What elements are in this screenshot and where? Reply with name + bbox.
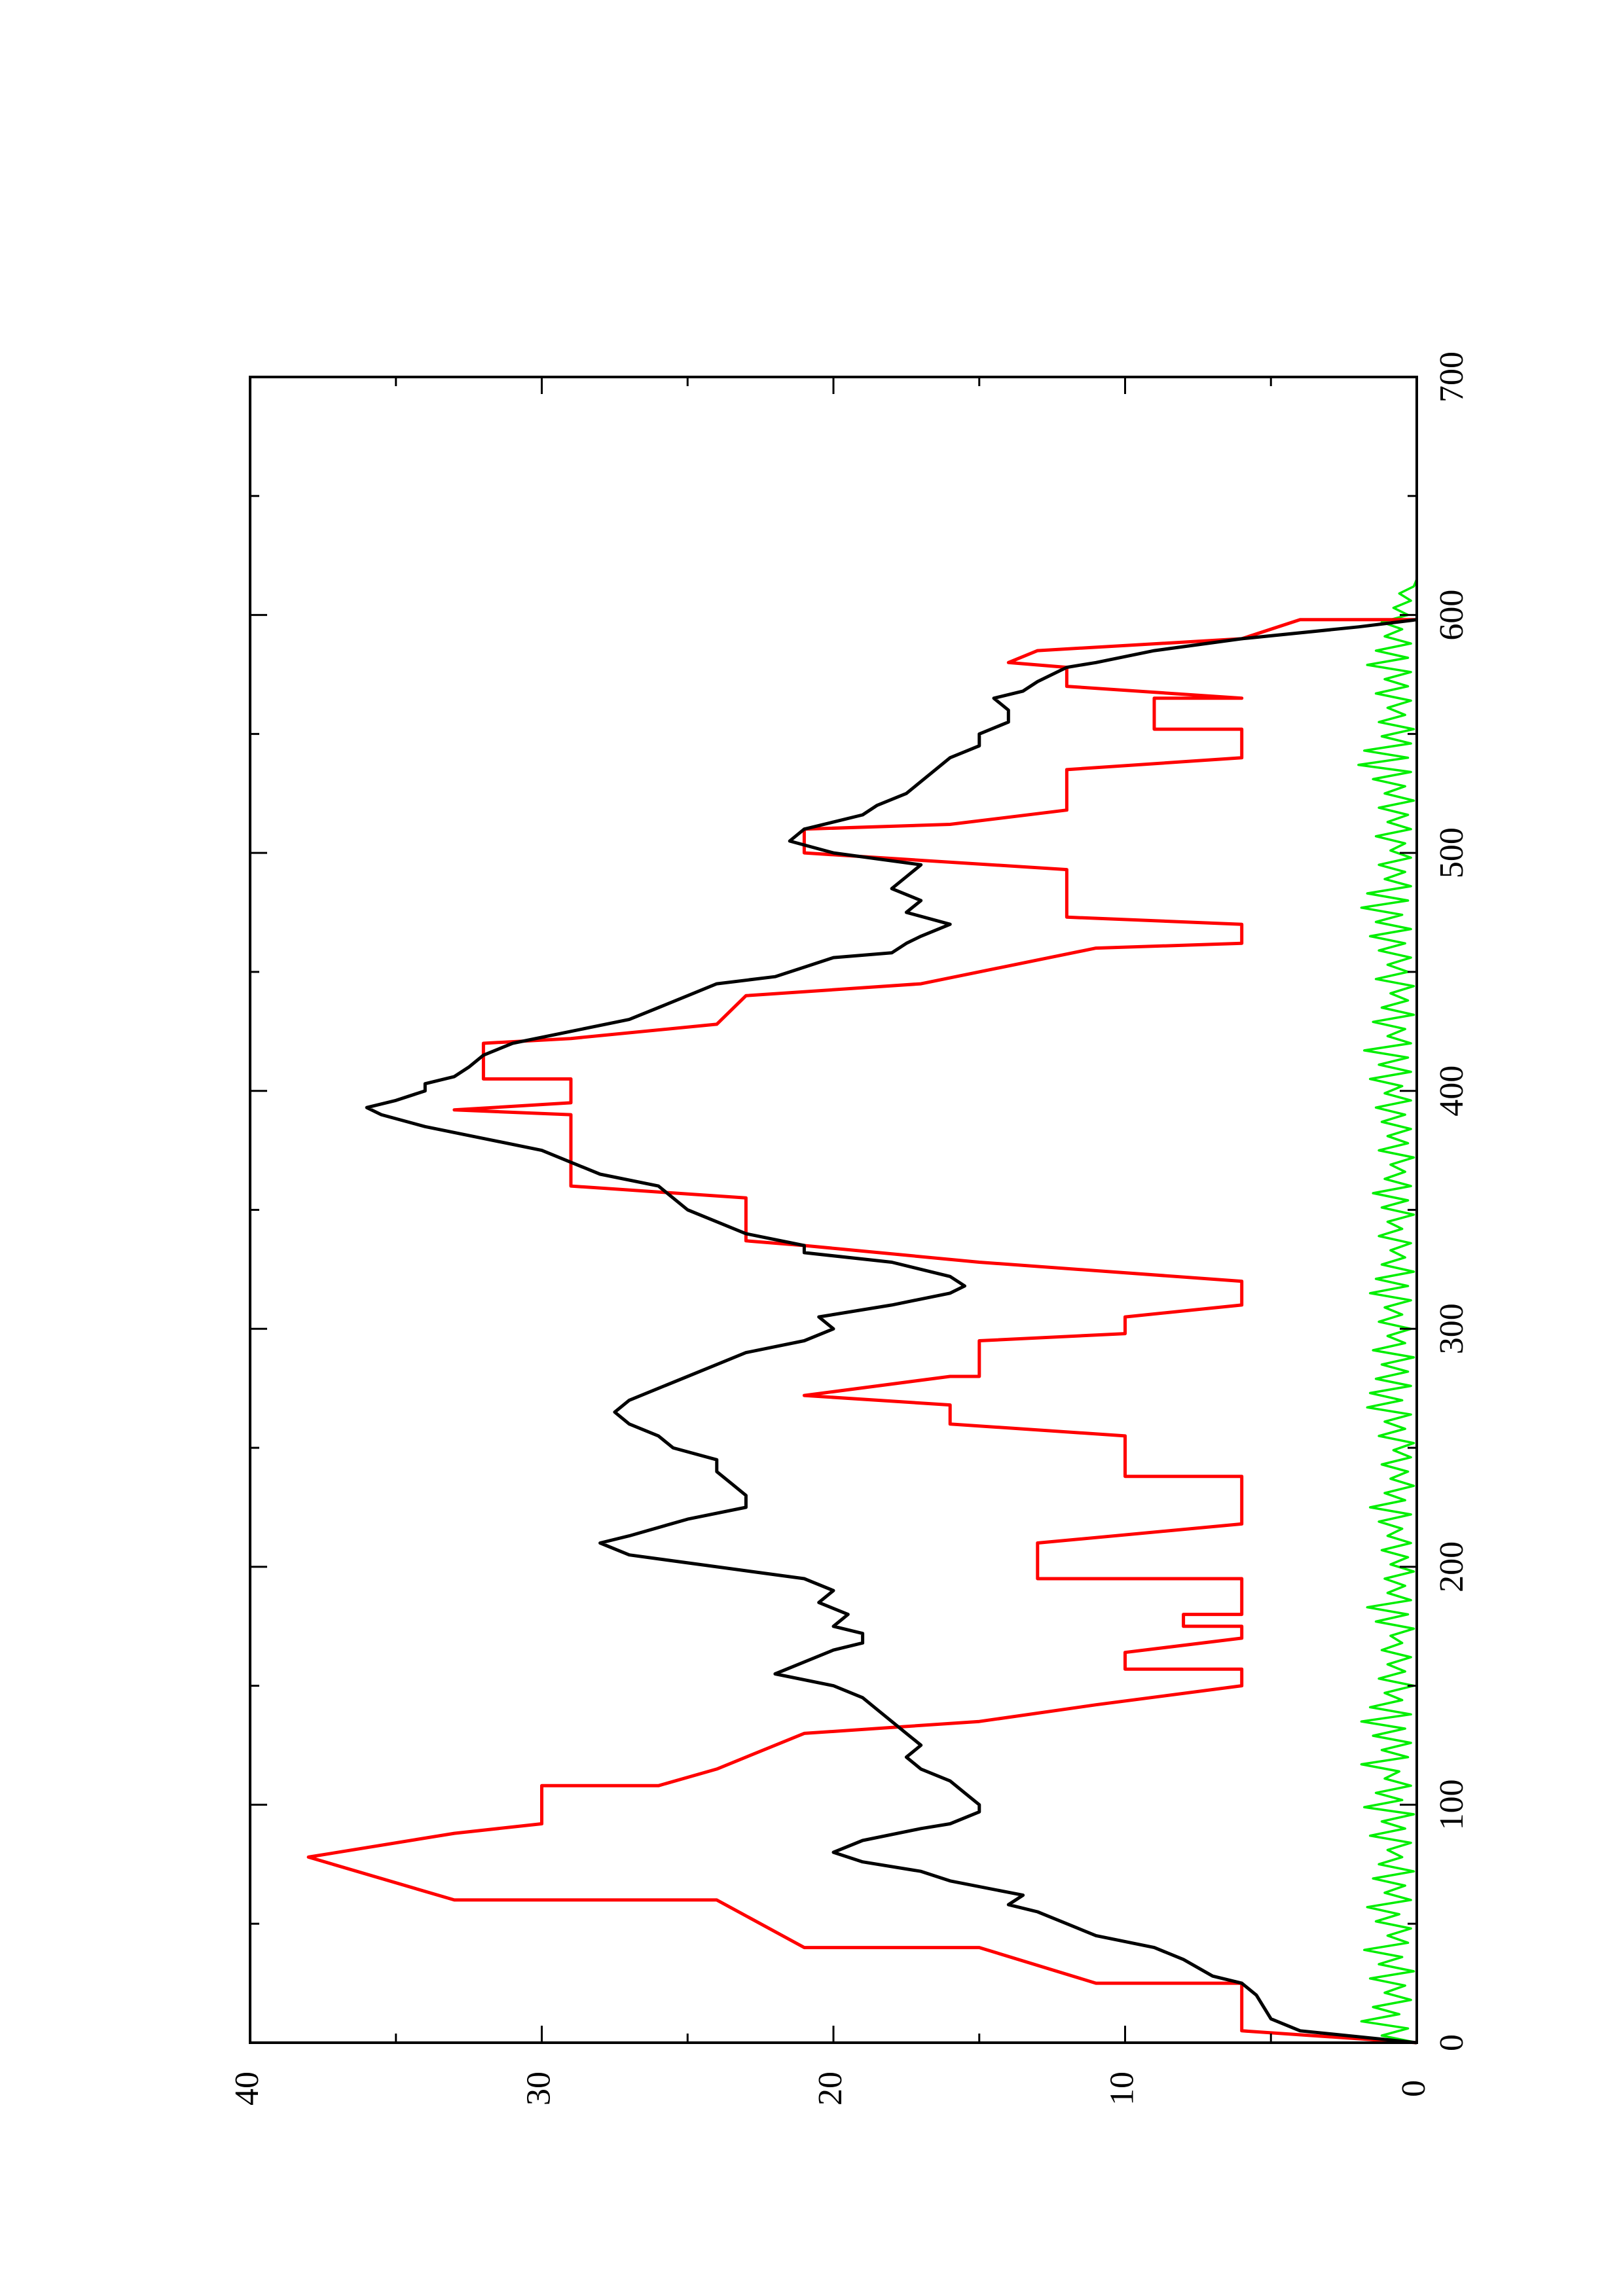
x-tick-label: 0: [1433, 2034, 1470, 2051]
y-tick-label: 10: [1103, 2072, 1140, 2106]
x-tick-label: 700: [1433, 351, 1470, 403]
series-layer: [306, 579, 1418, 2045]
series-line-1: [365, 618, 1417, 2045]
x-tick-label: 600: [1433, 590, 1470, 641]
y-tick-label: 30: [520, 2072, 557, 2106]
y-tick-label: 40: [228, 2072, 266, 2106]
x-tick-label: 200: [1433, 1541, 1470, 1592]
label-layer: 0 100 200 300 400 500 600 700 0 10 20 30 40: [228, 351, 1470, 2106]
y-tick-label: 0: [1395, 2080, 1432, 2097]
y-tick-label: 20: [812, 2072, 849, 2106]
tick-layer: [249, 376, 1418, 2044]
plot-frame: [249, 376, 1418, 2044]
x-tick-label: 100: [1433, 1779, 1470, 1830]
series-line-0: [306, 618, 1417, 2045]
series-line-2: [1357, 579, 1418, 2044]
x-tick-label: 400: [1433, 1066, 1470, 1117]
x-tick-label: 300: [1433, 1303, 1470, 1354]
x-tick-label: 500: [1433, 827, 1470, 878]
